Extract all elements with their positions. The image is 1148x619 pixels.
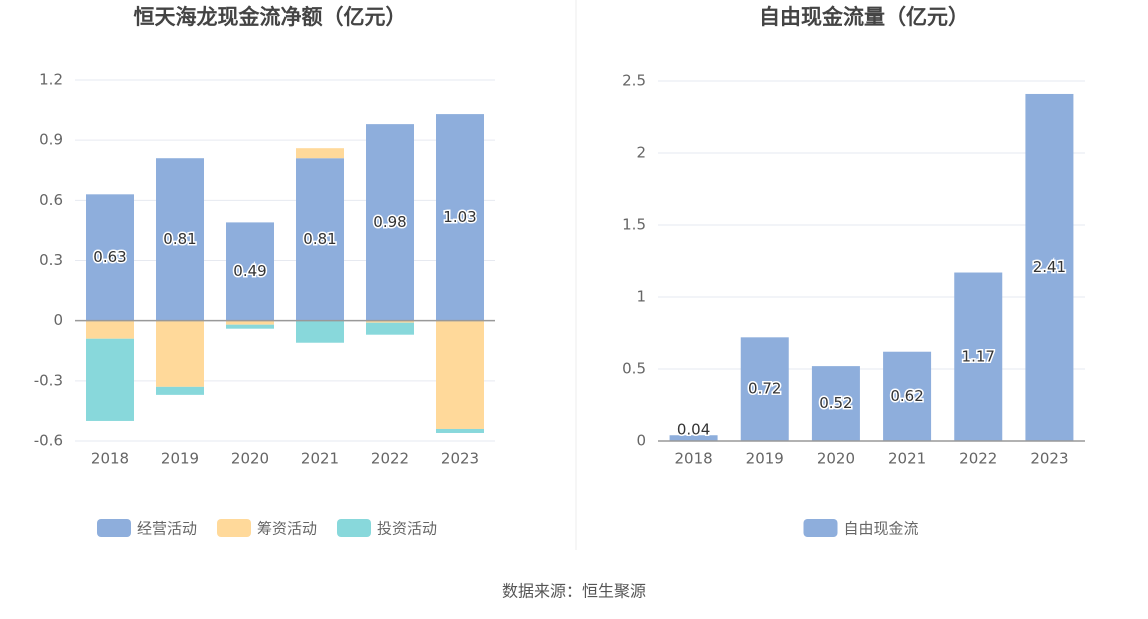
source: 数据来源：恒生聚源 bbox=[502, 582, 646, 601]
y-tick-label: 1 bbox=[636, 288, 646, 306]
x-tick-label: 2021 bbox=[301, 450, 339, 468]
bar bbox=[669, 435, 718, 441]
y-tick-label: 1.5 bbox=[622, 216, 646, 234]
y-tick-label: 2 bbox=[636, 144, 646, 162]
bar bbox=[86, 194, 134, 321]
bar bbox=[156, 386, 204, 395]
legend-label: 投资活动 bbox=[377, 520, 437, 538]
data-label: 0.81 bbox=[163, 230, 196, 248]
bar bbox=[226, 320, 274, 325]
bar bbox=[366, 322, 414, 335]
x-tick-label: 2018 bbox=[674, 450, 712, 468]
x-tick-label: 2021 bbox=[888, 450, 926, 468]
x-tick-label: 2020 bbox=[231, 450, 269, 468]
bar bbox=[86, 338, 134, 421]
data-label: 0.72 bbox=[748, 380, 781, 398]
bar bbox=[156, 320, 204, 387]
bar bbox=[954, 272, 1003, 441]
bar bbox=[436, 428, 484, 433]
x-tick-label: 2023 bbox=[1030, 450, 1068, 468]
y-tick-label: 0.3 bbox=[39, 251, 63, 269]
bar bbox=[296, 158, 344, 321]
bar bbox=[226, 324, 274, 329]
chart-title: 恒天海龙现金流净额（亿元） bbox=[134, 5, 407, 29]
legend-label: 筹资活动 bbox=[257, 520, 317, 538]
data-label: 2.41 bbox=[1033, 258, 1066, 276]
data-label: 0.52 bbox=[819, 394, 852, 412]
x-tick-label: 2018 bbox=[91, 450, 129, 468]
bar bbox=[436, 320, 484, 429]
legend-label: 经营活动 bbox=[137, 520, 197, 538]
bar bbox=[366, 320, 414, 323]
bar bbox=[811, 366, 860, 441]
legend-swatch bbox=[217, 519, 251, 537]
x-tick-label: 2019 bbox=[161, 450, 199, 468]
bar bbox=[436, 114, 484, 321]
bar bbox=[296, 148, 344, 159]
bar bbox=[226, 222, 274, 321]
legend-swatch bbox=[97, 519, 131, 537]
y-tick-label: 2.5 bbox=[622, 72, 646, 90]
x-tick-label: 2022 bbox=[959, 450, 997, 468]
bar bbox=[883, 351, 932, 441]
x-tick-label: 2020 bbox=[817, 450, 855, 468]
y-tick-label: 0.6 bbox=[39, 191, 63, 209]
x-tick-label: 2022 bbox=[371, 450, 409, 468]
y-tick-label: 0.5 bbox=[622, 360, 646, 378]
y-tick-label: 0.9 bbox=[39, 131, 63, 149]
bar bbox=[296, 320, 344, 343]
chart-title: 自由现金流量（亿元） bbox=[759, 5, 969, 29]
bar bbox=[1025, 93, 1074, 442]
y-tick-label: 0 bbox=[636, 432, 646, 450]
bar bbox=[366, 124, 414, 321]
data-label: 0.49 bbox=[233, 262, 266, 280]
x-tick-label: 2023 bbox=[441, 450, 479, 468]
x-tick-label: 2019 bbox=[746, 450, 784, 468]
bar bbox=[740, 337, 789, 441]
y-tick-label: -0.6 bbox=[34, 432, 63, 450]
legend-swatch bbox=[803, 519, 838, 537]
data-label: 0.62 bbox=[890, 387, 923, 405]
bar bbox=[86, 320, 134, 339]
y-tick-label: 1.2 bbox=[39, 71, 63, 89]
y-tick-label: -0.3 bbox=[34, 371, 63, 389]
data-label: 0.98 bbox=[373, 213, 406, 231]
data-label: 1.17 bbox=[962, 347, 995, 365]
data-label: 0.81 bbox=[303, 230, 336, 248]
legend-label: 自由现金流 bbox=[844, 520, 919, 538]
data-label: 0.63 bbox=[93, 248, 126, 266]
legend-swatch bbox=[337, 519, 371, 537]
data-label: 0.04 bbox=[677, 421, 710, 439]
y-tick-label: 0 bbox=[53, 311, 63, 329]
data-label: 1.03 bbox=[443, 208, 476, 226]
bar bbox=[156, 158, 204, 321]
